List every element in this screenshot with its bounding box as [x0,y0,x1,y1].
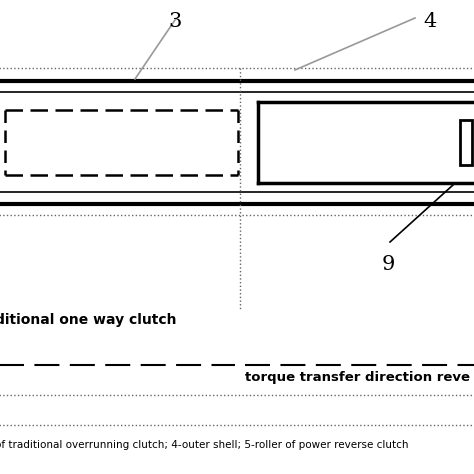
Text: of traditional overrunning clutch; 4-outer shell; 5-roller of power reverse clut: of traditional overrunning clutch; 4-out… [0,440,409,450]
Text: torque transfer direction reve: torque transfer direction reve [245,372,470,384]
Bar [460,120,472,165]
Text: 3: 3 [168,12,182,31]
Text: 4: 4 [423,12,437,31]
Text: 9: 9 [381,255,395,274]
Text: ditional one way clutch: ditional one way clutch [0,313,176,327]
